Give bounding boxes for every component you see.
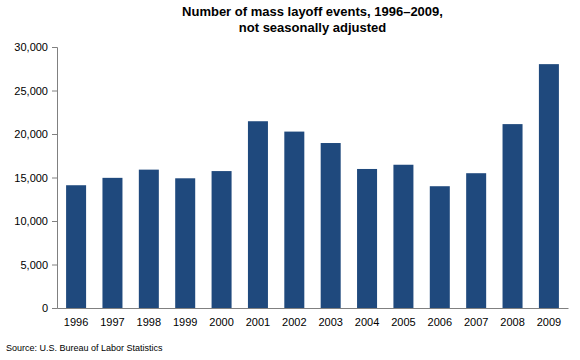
x-tick: 1996 xyxy=(64,308,88,328)
x-tick-label: 2004 xyxy=(355,316,379,328)
bar xyxy=(212,171,232,308)
x-tick: 1997 xyxy=(100,308,124,328)
x-tick-label: 1998 xyxy=(137,316,161,328)
y-tick: 15,000 xyxy=(14,172,57,184)
y-axis: 0 5,000 10,000 15,000 20,000 25,000 30,000 xyxy=(14,41,57,314)
bar xyxy=(139,170,159,308)
y-tick: 0 xyxy=(42,302,57,314)
y-tick-label: 25,000 xyxy=(14,85,48,97)
bar xyxy=(466,173,486,308)
y-tick-mark xyxy=(52,221,57,222)
x-tick: 1999 xyxy=(173,308,197,328)
y-tick-label: 15,000 xyxy=(14,172,48,184)
y-tick: 10,000 xyxy=(14,215,57,227)
bar xyxy=(430,186,450,308)
bar xyxy=(102,178,122,308)
x-tick: 2003 xyxy=(318,308,342,328)
bar xyxy=(357,169,377,308)
y-tick: 30,000 xyxy=(14,41,57,53)
y-tick-label: 20,000 xyxy=(14,128,48,140)
y-tick-label: 0 xyxy=(42,302,48,314)
subtitle: not seasonally adjusted xyxy=(239,20,386,35)
y-tick-mark xyxy=(52,308,57,309)
x-tick: 2004 xyxy=(355,308,379,328)
y-tick-label: 5,000 xyxy=(20,259,48,271)
x-tick: 2006 xyxy=(428,308,452,328)
x-axis: 1996 1997 1998 1999 2000 2001 2002 2003 2004 2005… xyxy=(58,308,569,328)
x-tick: 2005 xyxy=(391,308,415,328)
x-tick-label: 2006 xyxy=(428,316,452,328)
x-tick: 1998 xyxy=(137,308,161,328)
plot: 0 5,000 10,000 15,000 20,000 25,000 30,000 1996… xyxy=(14,41,568,328)
x-axis-line xyxy=(58,308,569,309)
y-tick-label: 30,000 xyxy=(14,41,48,53)
y-tick-mark xyxy=(52,134,57,135)
x-tick: 2008 xyxy=(500,308,524,328)
x-tick-label: 1996 xyxy=(64,316,88,328)
x-tick: 2007 xyxy=(464,308,488,328)
chart: Number of mass layoff events, 1996–2009,… xyxy=(0,0,580,360)
x-tick-label: 2007 xyxy=(464,316,488,328)
x-tick: 2002 xyxy=(282,308,306,328)
x-tick-label: 2008 xyxy=(500,316,524,328)
x-tick-label: 2000 xyxy=(209,316,233,328)
bars xyxy=(66,64,559,308)
y-tick: 20,000 xyxy=(14,128,57,140)
x-tick-label: 1997 xyxy=(100,316,124,328)
bar xyxy=(321,143,341,308)
x-tick-label: 2002 xyxy=(282,316,306,328)
y-tick: 5,000 xyxy=(20,259,57,271)
x-tick: 2000 xyxy=(209,308,233,328)
x-tick-label: 1999 xyxy=(173,316,197,328)
bar xyxy=(248,121,268,308)
y-tick-mark xyxy=(52,178,57,179)
bar xyxy=(503,124,523,308)
bar xyxy=(393,165,413,308)
x-tick-label: 2005 xyxy=(391,316,415,328)
y-tick: 25,000 xyxy=(14,85,57,97)
y-tick-label: 10,000 xyxy=(14,215,48,227)
x-tick-label: 2003 xyxy=(318,316,342,328)
bar xyxy=(284,132,304,308)
y-tick-mark xyxy=(52,265,57,266)
y-axis-line xyxy=(52,48,58,309)
x-tick-label: 2001 xyxy=(246,316,270,328)
bar xyxy=(539,64,559,308)
title: Number of mass layoff events, 1996–2009, xyxy=(182,4,443,19)
bar xyxy=(175,178,195,308)
bar xyxy=(66,185,86,308)
y-tick-mark xyxy=(52,47,57,48)
source: Source: U.S. Bureau of Labor Statistics xyxy=(6,343,163,353)
x-tick: 2009 xyxy=(537,308,561,328)
x-tick-label: 2009 xyxy=(537,316,561,328)
x-tick: 2001 xyxy=(246,308,270,328)
y-tick-mark xyxy=(52,91,57,92)
